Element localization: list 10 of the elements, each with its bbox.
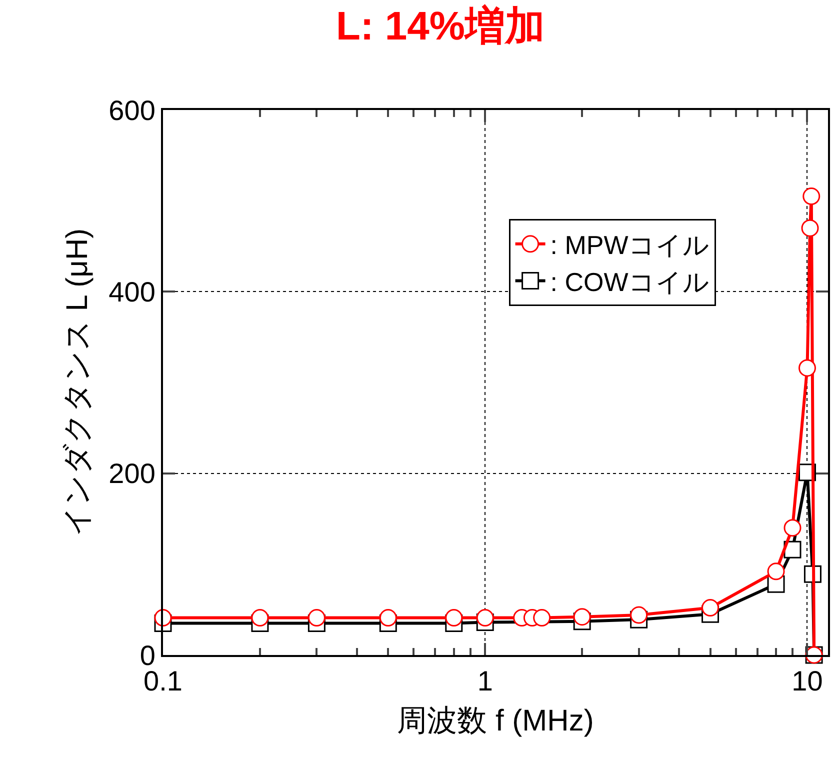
legend-label: : COWコイル bbox=[550, 266, 710, 297]
y-tick-label: 600 bbox=[108, 94, 156, 126]
y-tick-label: 200 bbox=[108, 458, 156, 490]
chart-title: L: 14%増加 bbox=[336, 3, 545, 48]
x-axis-title: 周波数 f (MHz) bbox=[397, 704, 594, 738]
y-axis-title: インダクタンス L (μH) bbox=[61, 228, 94, 537]
y-tick-label: 400 bbox=[108, 276, 156, 308]
x-tick-label: 1 bbox=[477, 666, 493, 697]
legend-label: : MPWコイル bbox=[550, 230, 710, 260]
x-tick-label: 10 bbox=[792, 666, 823, 697]
